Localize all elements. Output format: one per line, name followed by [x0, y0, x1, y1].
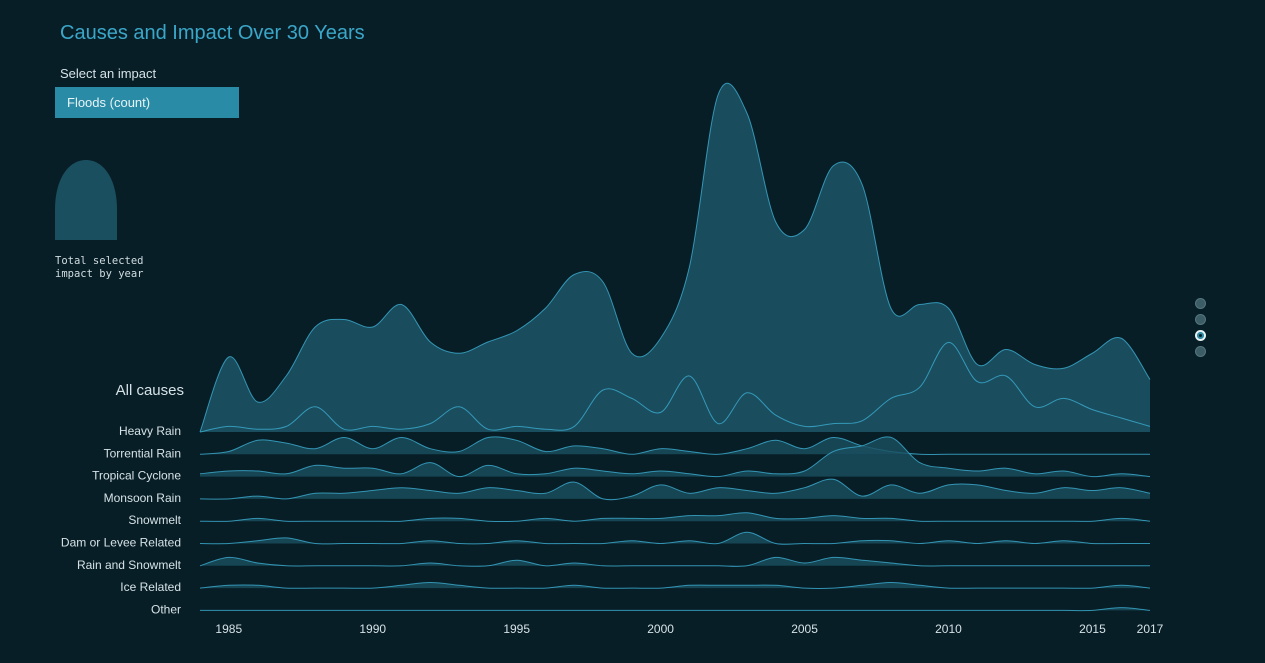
x-tick-1995: 1995 — [503, 622, 530, 636]
ridge-tropical-cyclone — [199, 436, 1151, 478]
ridge-line-torrential-rain — [199, 436, 1150, 456]
ridge-area-monsoon-rain — [200, 479, 1150, 500]
ridge-area-torrential-rain — [200, 436, 1150, 455]
ridge-line-snowmelt — [199, 512, 1151, 523]
ridge-line-rain-and-snowmelt — [199, 556, 1150, 567]
cause-label-snowmelt[interactable]: Snowmelt — [128, 513, 181, 527]
cause-label-dam-or-levee-related[interactable]: Dam or Levee Related — [61, 536, 181, 550]
x-tick-2017: 2017 — [1137, 622, 1164, 636]
total-impact-legend-icon — [55, 160, 117, 240]
x-tick-2010: 2010 — [935, 622, 962, 636]
ridge-area-ice-related — [200, 582, 1150, 589]
ridge-line-all-causes — [199, 82, 1151, 433]
ridge-area-rain-and-snowmelt — [200, 557, 1150, 567]
legend-text: Total selected impact by year — [55, 255, 144, 280]
page-dot-2[interactable] — [1195, 314, 1206, 325]
x-tick-2000: 2000 — [647, 622, 674, 636]
x-tick-1990: 1990 — [359, 622, 386, 636]
ridge-line-heavy-rain — [199, 341, 1151, 433]
impact-select[interactable]: Floods (count) — [55, 87, 239, 118]
cause-label-rain-and-snowmelt[interactable]: Rain and Snowmelt — [77, 558, 182, 572]
ridge-rain-and-snowmelt — [199, 556, 1150, 567]
ridge-line-monsoon-rain — [199, 478, 1151, 501]
ridge-line-tropical-cyclone — [199, 436, 1151, 478]
ridge-torrential-rain — [199, 436, 1150, 456]
x-tick-2015: 2015 — [1079, 622, 1106, 636]
cause-label-tropical-cyclone[interactable]: Tropical Cyclone — [92, 469, 181, 483]
page-dot-3[interactable] — [1195, 330, 1206, 341]
ridge-line-ice-related — [199, 581, 1151, 589]
cause-label-other[interactable]: Other — [151, 602, 181, 616]
cause-label-ice-related[interactable]: Ice Related — [120, 580, 181, 594]
ridge-line-dam-or-levee-related — [199, 531, 1150, 545]
ridge-monsoon-rain — [199, 478, 1151, 501]
impact-select-label: Select an impact — [60, 66, 157, 81]
ridge-area-heavy-rain — [200, 342, 1150, 432]
ridge-area-tropical-cyclone — [200, 436, 1150, 477]
cause-label-monsoon-rain[interactable]: Monsoon Rain — [104, 491, 181, 505]
x-tick-1985: 1985 — [215, 622, 242, 636]
pagination-dots — [1195, 298, 1206, 362]
ridge-other — [200, 607, 1151, 612]
ridge-ice-related — [199, 581, 1151, 589]
x-tick-2005: 2005 — [791, 622, 818, 636]
ridge-dam-or-levee-related — [199, 531, 1150, 545]
page-dot-1[interactable] — [1195, 298, 1206, 309]
ridge-snowmelt — [199, 512, 1151, 523]
cause-label-heavy-rain[interactable]: Heavy Rain — [119, 424, 181, 438]
page-title: Causes and Impact Over 30 Years — [60, 22, 365, 44]
total-label: All causes — [116, 382, 184, 399]
ridge-heavy-rain — [199, 341, 1151, 433]
ridge-area-all-causes — [200, 83, 1150, 432]
page-dot-4[interactable] — [1195, 346, 1206, 357]
cause-label-torrential-rain[interactable]: Torrential Rain — [104, 446, 181, 460]
ridge-all-causes — [199, 82, 1151, 433]
ridge-line-other — [200, 607, 1151, 612]
